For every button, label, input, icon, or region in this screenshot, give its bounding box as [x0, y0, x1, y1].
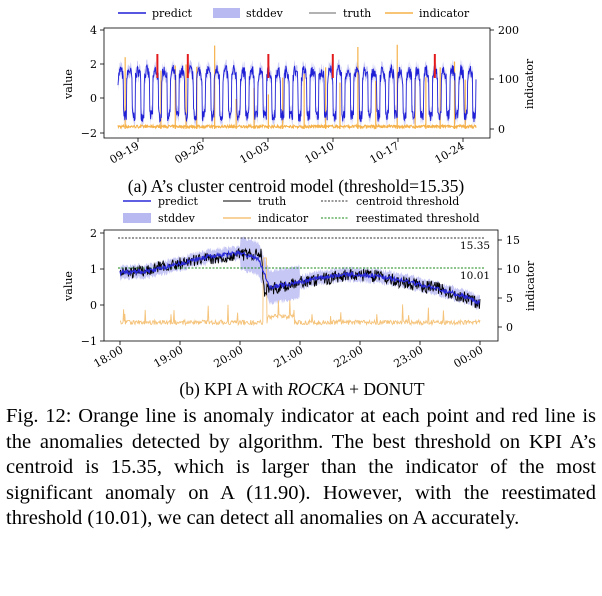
- plot-b-x-axis: 18:00 19:00 20:00 21:00 22:00 23:00 00:0…: [92, 341, 486, 370]
- plot-b-indicator-series: [119, 257, 481, 327]
- legend-b-truth-label: truth: [258, 195, 286, 208]
- figure-caption: Fig. 12: Orange line is anomaly indicato…: [6, 405, 596, 530]
- legend-b-centroid-label: centroid threshold: [356, 195, 459, 208]
- plot-a-stddev-band: [118, 58, 476, 128]
- legend-b-stddev-label: stddev: [158, 212, 196, 225]
- panel-a-caption: (a) A’s cluster centroid model (threshol…: [128, 176, 465, 196]
- plot-b-xtick-2200: 22:00: [332, 343, 366, 370]
- plot-a-xtick-1010: 10-10: [303, 139, 337, 166]
- plot-b-xtick-2100: 21:00: [272, 343, 306, 370]
- plot-a-x-axis: 09-19 09-26 10-03 10-10 10-17 10-24: [108, 138, 467, 166]
- plot-b-rtick-15: 15: [506, 234, 520, 247]
- legend-b: predict truth centroid threshold stddev …: [123, 195, 480, 225]
- legend-a-indicator-label: indicator: [419, 7, 470, 20]
- plot-a-rtick-100: 100: [498, 73, 519, 86]
- plot-a-xtick-1017: 10-17: [368, 139, 402, 166]
- plot-a-ylabel-right: indicator: [523, 58, 536, 109]
- plot-a-anomaly-markers: [156, 54, 436, 78]
- plot-b-xtick-1900: 19:00: [152, 343, 186, 370]
- plot-a-frame: [103, 27, 491, 139]
- legend-a-stddev-label: stddev: [246, 7, 284, 20]
- plot-b-xtick-0000: 00:00: [452, 343, 486, 370]
- plot-b-frame: [103, 229, 499, 342]
- indicator-line-a: [117, 123, 477, 130]
- plot-b-reestimated-threshold-label: 10.01: [460, 270, 490, 282]
- plot-a-ytick-2: 2: [90, 58, 97, 71]
- plot-b-ytick-neg1: −1: [81, 335, 97, 348]
- plot-b-ytick-2: 2: [90, 227, 97, 240]
- plot-a-xtick-0926: 09-26: [173, 139, 207, 166]
- plot-b-ytick-0: 0: [90, 299, 97, 312]
- plot-a-ytick-4: 4: [90, 24, 97, 37]
- plot-b-predict-series: [119, 249, 481, 306]
- legend-a-predict-label: predict: [152, 7, 193, 20]
- plot-b-ylabel-left: value: [62, 271, 75, 302]
- plot-a-xtick-1003: 10-03: [238, 139, 272, 166]
- plot-a-ytick-0: 0: [90, 92, 97, 105]
- panel-b-caption-prefix: (b) KPI A with: [179, 379, 287, 399]
- plot-a-ytick-neg2: −2: [81, 127, 97, 140]
- plot-b-ytick-1: 1: [90, 263, 97, 276]
- legend-a-truth-label: truth: [343, 7, 371, 20]
- legend-b-reestimated-label: reestimated threshold: [356, 212, 480, 225]
- plot-b-stddev-band: [120, 236, 480, 311]
- plot-a-rtick-200: 200: [498, 24, 519, 37]
- panel-b: predict truth centroid threshold stddev …: [62, 195, 537, 399]
- legend-a: predict stddev truth indicator: [118, 7, 470, 20]
- plot-b-rtick-0: 0: [506, 321, 513, 334]
- plot-b-xtick-2300: 23:00: [392, 343, 426, 370]
- plot-b-truth-series: [119, 247, 481, 309]
- plot-b-left-axis: 2 1 0 −1: [81, 227, 104, 348]
- plot-a-predict-series: [117, 63, 477, 123]
- legend-a-stddev-swatch: [213, 8, 240, 18]
- legend-b-stddev-swatch: [123, 213, 151, 223]
- plot-a-xtick-0919: 09-19: [108, 139, 142, 166]
- legend-b-indicator-label: indicator: [258, 212, 309, 225]
- truth-line-b: [119, 247, 481, 309]
- stddev-band-b: [120, 236, 480, 311]
- panel-b-caption: (b) KPI A with ROCKA + DONUT: [179, 379, 424, 399]
- panel-b-caption-suffix: + DONUT: [345, 379, 425, 399]
- plot-a-rtick-0: 0: [498, 123, 505, 136]
- predict-line-b: [119, 249, 481, 306]
- plot-a-xtick-1024: 10-24: [433, 139, 467, 166]
- plot-b-rtick-10: 10: [506, 263, 520, 276]
- plot-b-right-axis: 15 10 5 0: [498, 234, 520, 334]
- plot-b-xtick-2000: 20:00: [212, 343, 246, 370]
- plot-a-ylabel-left: value: [62, 69, 75, 100]
- plot-b-centroid-threshold-label: 15.35: [460, 240, 490, 252]
- plot-a-right-axis: 200 100 0: [490, 24, 519, 136]
- plot-b-rtick-5: 5: [506, 292, 513, 305]
- plot-a-left-axis: 4 2 0 −2: [81, 24, 104, 140]
- legend-b-predict-label: predict: [158, 195, 199, 208]
- predict-line-a: [117, 63, 477, 123]
- panel-b-caption-italic: ROCKA: [286, 379, 345, 399]
- stddev-band-a: [118, 58, 476, 128]
- plot-b-ylabel-right: indicator: [524, 260, 537, 311]
- indicator-line-b: [119, 257, 481, 327]
- panel-a: predict stddev truth indicator 4 2 0 −2 …: [62, 7, 536, 196]
